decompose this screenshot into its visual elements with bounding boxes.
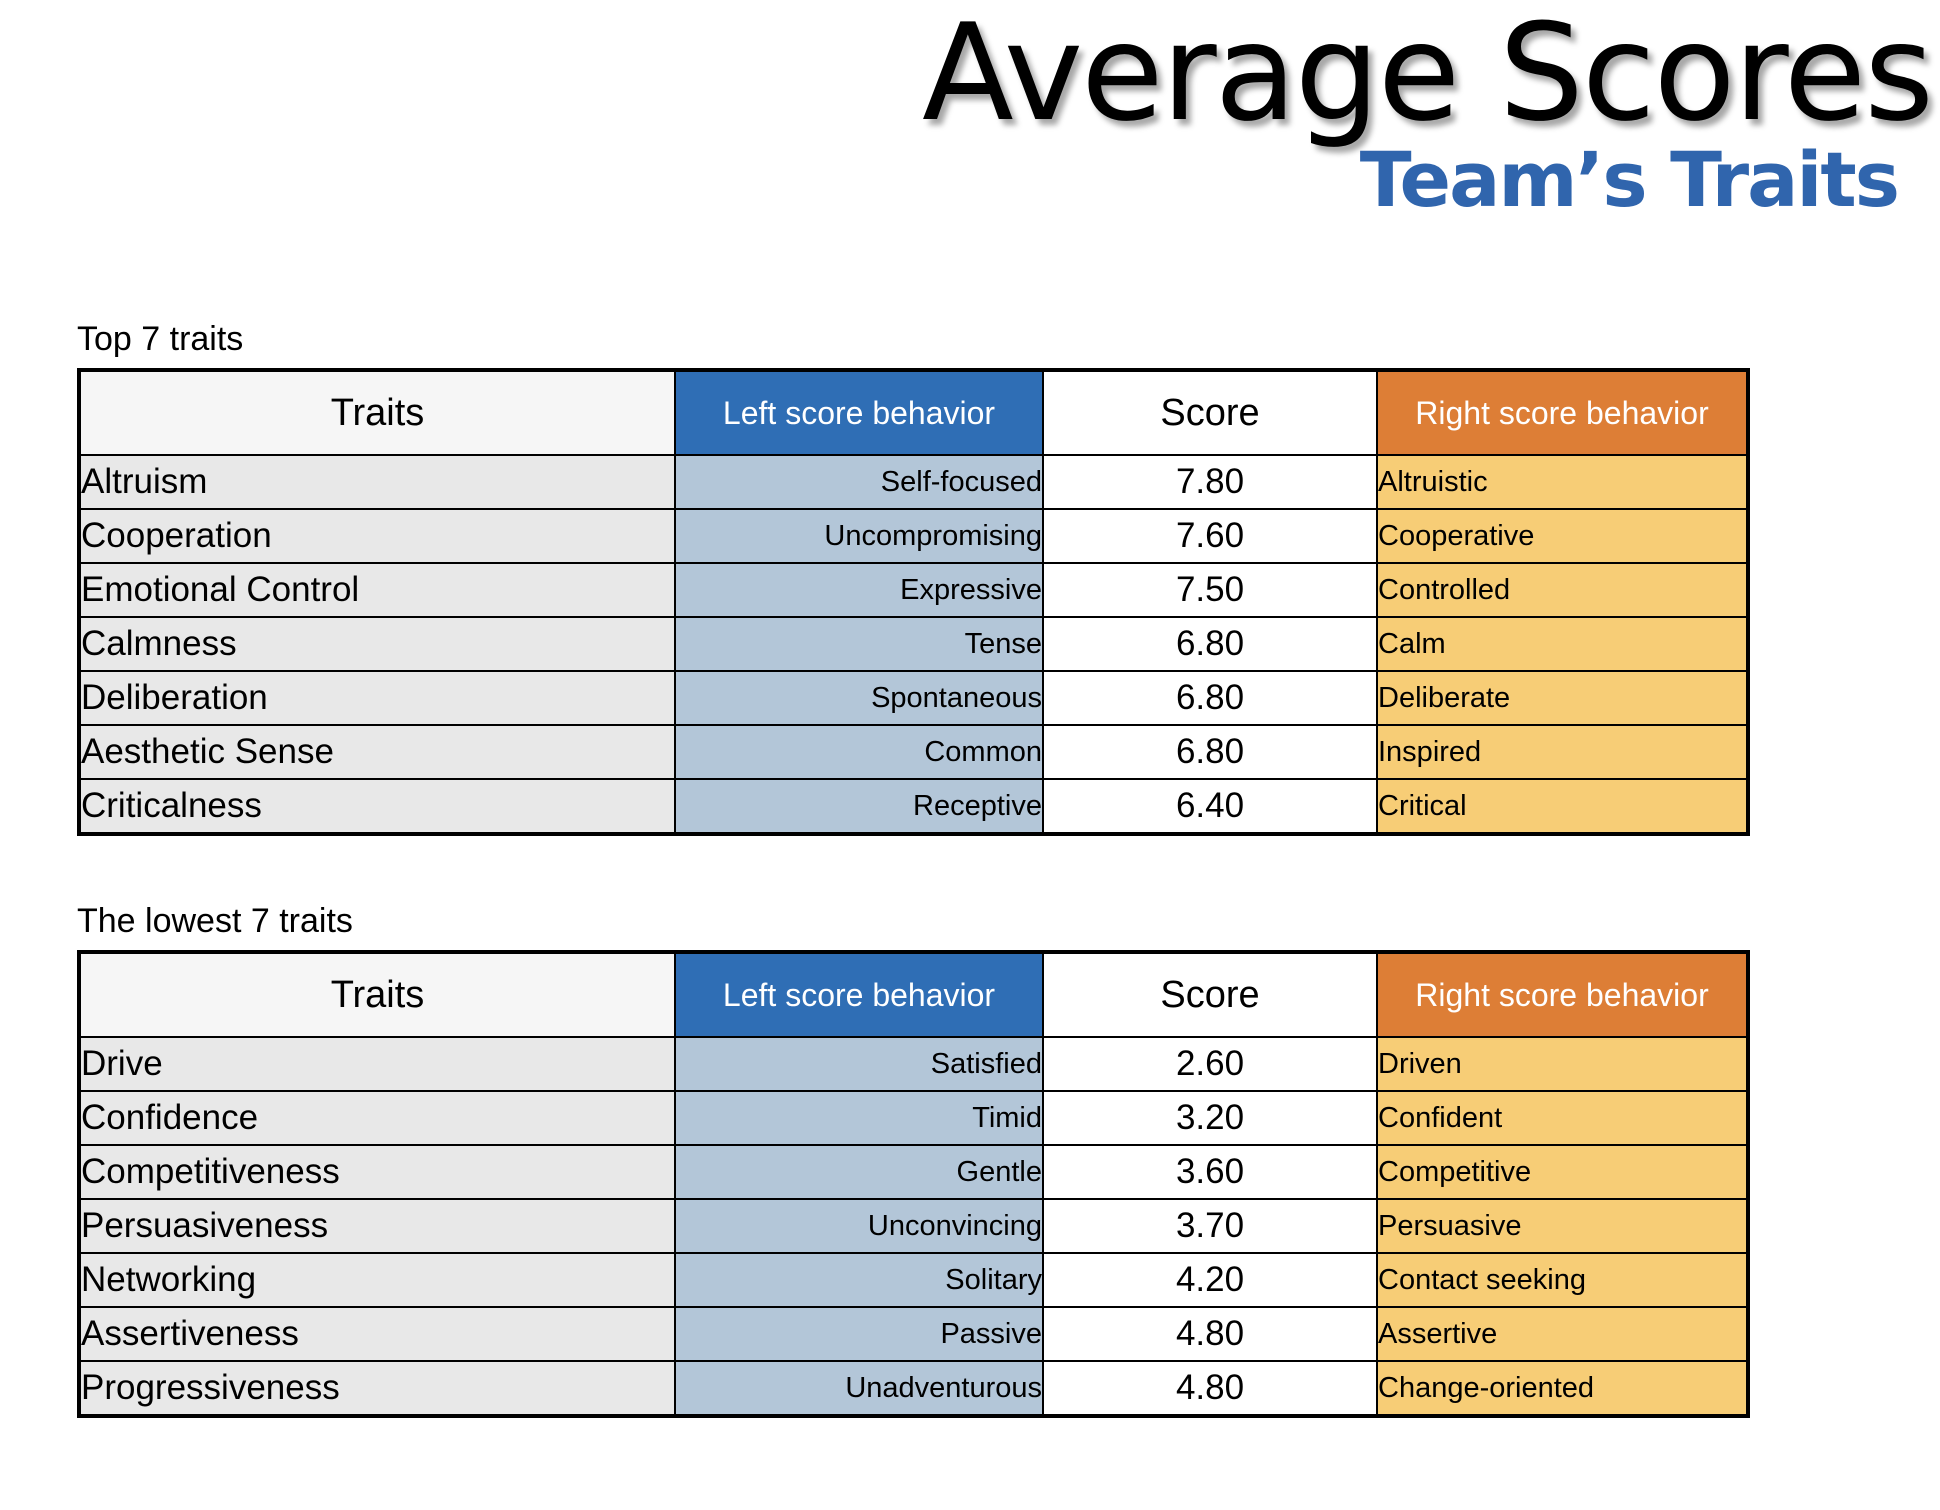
- score-cell: 6.40: [1042, 778, 1378, 835]
- right-behavior-cell: Inspired: [1376, 724, 1749, 780]
- trait-name-cell: Emotional Control: [78, 562, 676, 618]
- left-behavior-column-header: Left score behavior: [674, 951, 1044, 1038]
- right-behavior-cell: Persuasive: [1376, 1198, 1749, 1254]
- table-header-row: Traits Left score behavior Score Right s…: [78, 951, 1749, 1038]
- table-row: Criticalness Receptive 6.40 Critical: [78, 778, 1749, 835]
- left-behavior-cell: Gentle: [674, 1144, 1044, 1200]
- top-traits-body: Altruism Self-focused 7.80 Altruistic Cooper…: [78, 454, 1749, 835]
- score-cell: 6.80: [1042, 616, 1378, 672]
- table-row: Competitiveness Gentle 3.60 Competitive: [78, 1144, 1749, 1200]
- traits-column-header: Traits: [78, 369, 676, 456]
- right-behavior-column-header: Right score behavior: [1376, 951, 1749, 1038]
- left-behavior-cell: Unadventurous: [674, 1360, 1044, 1417]
- score-cell: 6.80: [1042, 724, 1378, 780]
- table-row: Altruism Self-focused 7.80 Altruistic: [78, 454, 1749, 510]
- table-row: Deliberation Spontaneous 6.80 Deliberate: [78, 670, 1749, 726]
- trait-name-cell: Confidence: [78, 1090, 676, 1146]
- left-behavior-cell: Passive: [674, 1306, 1044, 1362]
- trait-name-cell: Calmness: [78, 616, 676, 672]
- trait-name-cell: Altruism: [78, 454, 676, 510]
- score-cell: 3.20: [1042, 1090, 1378, 1146]
- table-row: Networking Solitary 4.20 Contact seeking: [78, 1252, 1749, 1308]
- trait-name-cell: Competitiveness: [78, 1144, 676, 1200]
- right-behavior-cell: Cooperative: [1376, 508, 1749, 564]
- trait-name-cell: Cooperation: [78, 508, 676, 564]
- score-cell: 6.80: [1042, 670, 1378, 726]
- left-behavior-cell: Satisfied: [674, 1036, 1044, 1092]
- score-column-header: Score: [1042, 369, 1378, 456]
- page-title: Average Scores: [922, 0, 1934, 151]
- score-cell: 3.70: [1042, 1198, 1378, 1254]
- left-behavior-cell: Receptive: [674, 778, 1044, 835]
- right-behavior-cell: Critical: [1376, 778, 1749, 835]
- left-behavior-cell: Tense: [674, 616, 1044, 672]
- right-behavior-cell: Deliberate: [1376, 670, 1749, 726]
- right-behavior-cell: Controlled: [1376, 562, 1749, 618]
- right-behavior-cell: Change-oriented: [1376, 1360, 1749, 1417]
- left-behavior-cell: Self-focused: [674, 454, 1044, 510]
- left-behavior-cell: Timid: [674, 1090, 1044, 1146]
- table-row: Cooperation Uncompromising 7.60 Cooperative: [78, 508, 1749, 564]
- table-row: Calmness Tense 6.80 Calm: [78, 616, 1749, 672]
- table-row: Persuasiveness Unconvincing 3.70 Persuasive: [78, 1198, 1749, 1254]
- right-behavior-cell: Calm: [1376, 616, 1749, 672]
- traits-column-header: Traits: [78, 951, 676, 1038]
- trait-name-cell: Assertiveness: [78, 1306, 676, 1362]
- table-row: Drive Satisfied 2.60 Driven: [78, 1036, 1749, 1092]
- right-behavior-cell: Driven: [1376, 1036, 1749, 1092]
- score-cell: 7.50: [1042, 562, 1378, 618]
- right-behavior-cell: Assertive: [1376, 1306, 1749, 1362]
- right-behavior-column-header: Right score behavior: [1376, 369, 1749, 456]
- table-row: Aesthetic Sense Common 6.80 Inspired: [78, 724, 1749, 780]
- score-cell: 7.80: [1042, 454, 1378, 510]
- table-row: Emotional Control Expressive 7.50 Controlle…: [78, 562, 1749, 618]
- lowest-traits-body: Drive Satisfied 2.60 Driven Confidence Timid 3…: [78, 1036, 1749, 1417]
- trait-name-cell: Aesthetic Sense: [78, 724, 676, 780]
- table-row: Progressiveness Unadventurous 4.80 Change-o…: [78, 1360, 1749, 1417]
- trait-name-cell: Criticalness: [78, 778, 676, 835]
- right-behavior-cell: Competitive: [1376, 1144, 1749, 1200]
- score-cell: 4.20: [1042, 1252, 1378, 1308]
- left-behavior-cell: Unconvincing: [674, 1198, 1044, 1254]
- left-behavior-column-header: Left score behavior: [674, 369, 1044, 456]
- right-behavior-cell: Confident: [1376, 1090, 1749, 1146]
- score-column-header: Score: [1042, 951, 1378, 1038]
- top-traits-table: Traits Left score behavior Score Right s…: [77, 368, 1750, 836]
- trait-name-cell: Progressiveness: [78, 1360, 676, 1417]
- page-subtitle: Team’s Traits: [1359, 135, 1900, 224]
- table-row: Confidence Timid 3.20 Confident: [78, 1090, 1749, 1146]
- trait-name-cell: Drive: [78, 1036, 676, 1092]
- trait-name-cell: Deliberation: [78, 670, 676, 726]
- lowest-traits-label: The lowest 7 traits: [77, 902, 353, 940]
- right-behavior-cell: Altruistic: [1376, 454, 1749, 510]
- lowest-traits-table: Traits Left score behavior Score Right s…: [77, 950, 1750, 1418]
- left-behavior-cell: Expressive: [674, 562, 1044, 618]
- trait-name-cell: Networking: [78, 1252, 676, 1308]
- left-behavior-cell: Spontaneous: [674, 670, 1044, 726]
- trait-name-cell: Persuasiveness: [78, 1198, 676, 1254]
- table-header-row: Traits Left score behavior Score Right s…: [78, 369, 1749, 456]
- score-cell: 4.80: [1042, 1306, 1378, 1362]
- top-traits-label: Top 7 traits: [77, 320, 244, 358]
- left-behavior-cell: Common: [674, 724, 1044, 780]
- table-row: Assertiveness Passive 4.80 Assertive: [78, 1306, 1749, 1362]
- score-cell: 4.80: [1042, 1360, 1378, 1417]
- right-behavior-cell: Contact seeking: [1376, 1252, 1749, 1308]
- score-cell: 2.60: [1042, 1036, 1378, 1092]
- left-behavior-cell: Solitary: [674, 1252, 1044, 1308]
- score-cell: 7.60: [1042, 508, 1378, 564]
- score-cell: 3.60: [1042, 1144, 1378, 1200]
- left-behavior-cell: Uncompromising: [674, 508, 1044, 564]
